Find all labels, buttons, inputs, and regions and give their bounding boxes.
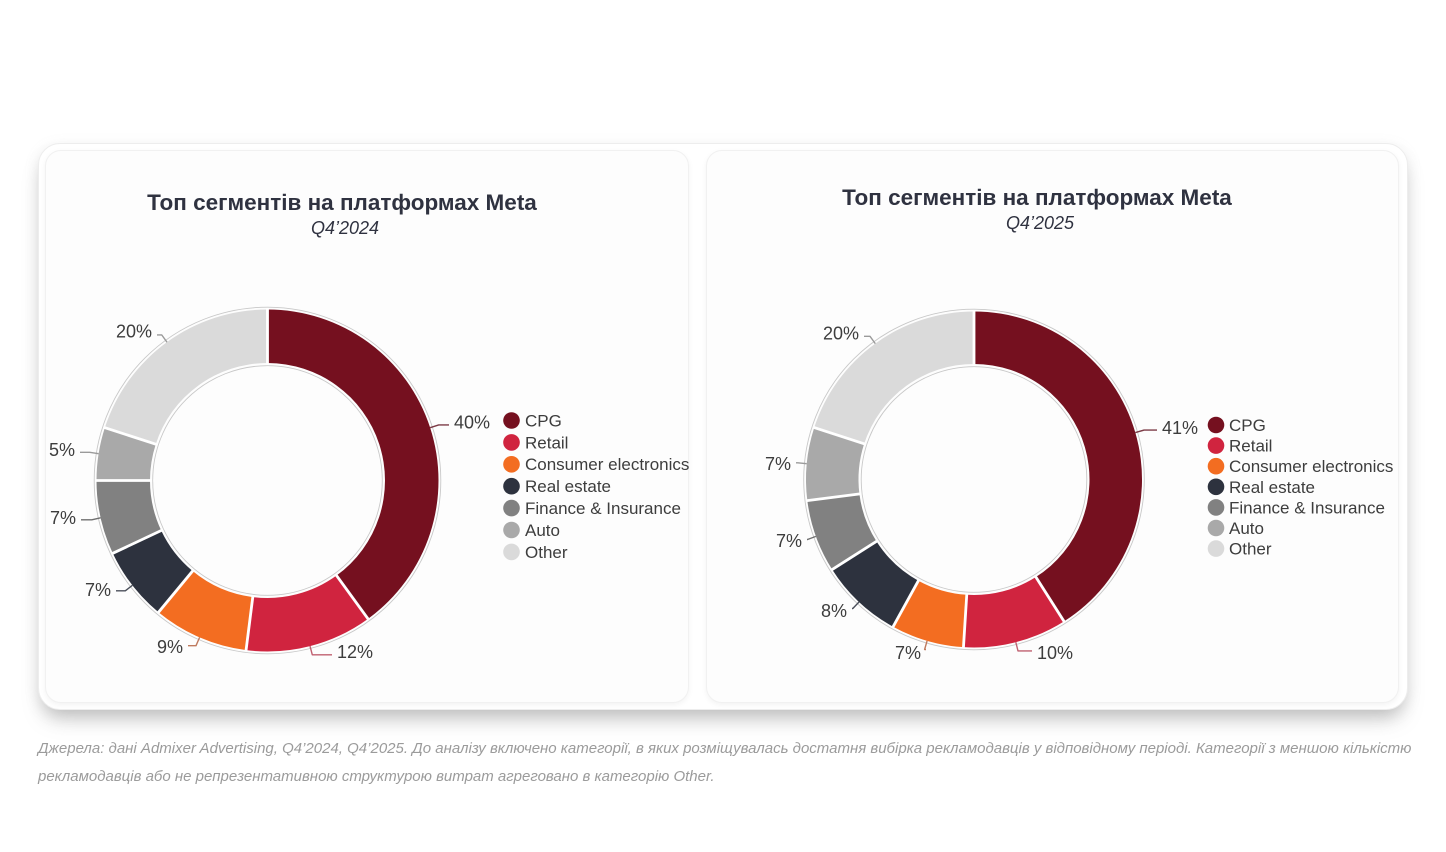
svg-text:CPG: CPG <box>525 411 562 430</box>
svg-text:7%: 7% <box>85 580 111 600</box>
svg-text:Retail: Retail <box>525 433 568 452</box>
svg-text:7%: 7% <box>765 454 791 474</box>
svg-text:10%: 10% <box>1037 643 1073 663</box>
svg-text:Consumer electronics: Consumer electronics <box>525 455 689 474</box>
svg-text:12%: 12% <box>337 642 373 662</box>
svg-text:9%: 9% <box>157 637 183 657</box>
svg-text:CPG: CPG <box>1229 416 1266 435</box>
svg-text:Other: Other <box>1229 540 1272 559</box>
svg-text:Auto: Auto <box>1229 519 1264 538</box>
svg-text:Consumer electronics: Consumer electronics <box>1229 457 1393 476</box>
svg-text:20%: 20% <box>823 324 859 344</box>
svg-text:41%: 41% <box>1162 418 1198 438</box>
svg-text:8%: 8% <box>821 601 847 621</box>
svg-text:Auto: Auto <box>525 521 560 540</box>
svg-text:40%: 40% <box>454 413 490 433</box>
svg-text:20%: 20% <box>116 322 152 342</box>
svg-text:Real estate: Real estate <box>1229 478 1315 497</box>
svg-text:7%: 7% <box>776 531 802 551</box>
svg-text:Finance & Insurance: Finance & Insurance <box>1229 498 1385 517</box>
svg-text:7%: 7% <box>50 508 76 528</box>
svg-text:Other: Other <box>525 543 568 562</box>
svg-text:5%: 5% <box>49 440 75 460</box>
svg-text:7%: 7% <box>895 643 921 663</box>
svg-text:Finance & Insurance: Finance & Insurance <box>525 499 681 518</box>
svg-text:Real estate: Real estate <box>525 477 611 496</box>
svg-text:Retail: Retail <box>1229 437 1272 456</box>
